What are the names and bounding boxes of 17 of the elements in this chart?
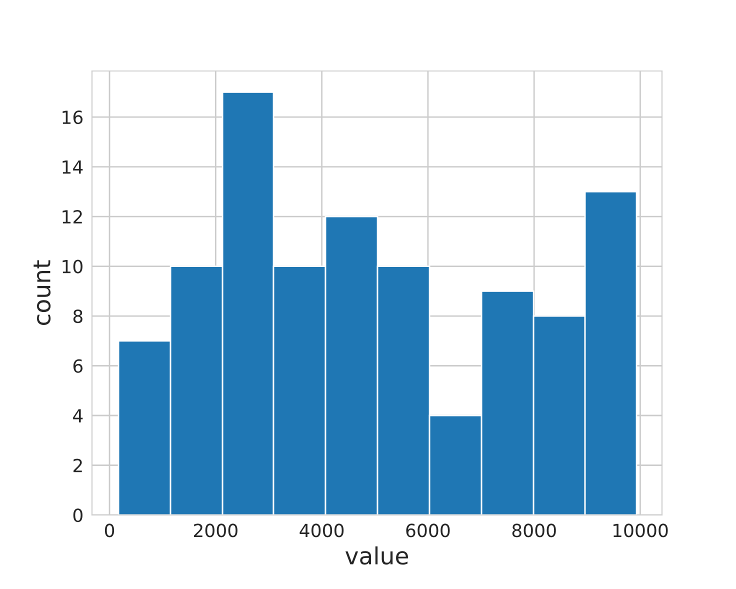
y-tick-label: 16 — [62, 110, 83, 124]
x-tick-label: 6000 — [406, 524, 450, 538]
y-tick-label: 6 — [73, 359, 83, 373]
y-axis-title: count — [34, 260, 51, 326]
y-tick-label: 4 — [73, 409, 83, 422]
y-tick-label: 14 — [62, 160, 83, 174]
x-tick-label: 0 — [104, 524, 114, 538]
x-axis-title: value — [345, 546, 408, 565]
y-tick-label: 10 — [62, 260, 82, 274]
x-tick-label: 8000 — [512, 524, 556, 538]
y-tick-label: 0 — [73, 508, 82, 522]
x-tick-label: 4000 — [300, 524, 344, 538]
y-tick-label: 12 — [62, 210, 82, 224]
x-tick-label: 10000 — [614, 524, 668, 538]
y-tick-label: 2 — [74, 458, 82, 472]
y-tick-label: 8 — [73, 309, 82, 324]
x-tick-label: 2000 — [194, 524, 238, 538]
